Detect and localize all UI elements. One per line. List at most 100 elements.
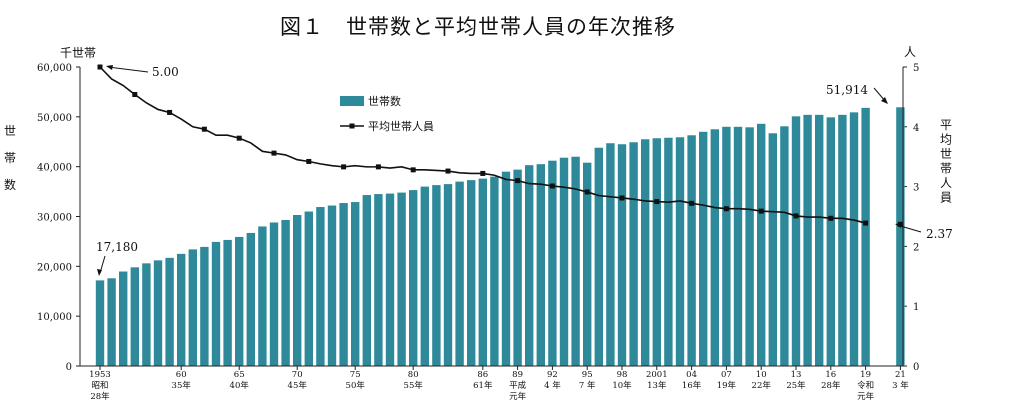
x-tick-label: 92: [547, 370, 558, 380]
x-tick-label: 89: [512, 370, 523, 380]
x-tick-label: 元年: [857, 391, 875, 401]
x-tick-label: 7 年: [579, 380, 596, 391]
x-tick-label: 60: [176, 370, 187, 380]
line-point: [584, 189, 590, 195]
bar: [258, 226, 267, 366]
x-tick-label: 35年: [172, 380, 192, 391]
x-tick-label: 16: [825, 370, 836, 380]
bar: [362, 195, 371, 366]
line-point: [793, 213, 799, 219]
x-tick-label: 55年: [404, 380, 424, 391]
annotation-last-households: 51,914: [826, 83, 868, 97]
left-tick-label: 60,000: [37, 63, 72, 74]
x-tick-label: 07: [721, 370, 732, 380]
left-axis-label: 世帯数: [4, 124, 16, 192]
line-point: [167, 109, 173, 115]
right-axis-label-char: 帯: [940, 162, 952, 176]
x-axis-labels: 1953昭和28年6035年6540年7045年7550年8055年8661年8…: [89, 366, 909, 401]
bar: [153, 260, 163, 366]
bar: [420, 186, 429, 366]
bar: [826, 117, 835, 366]
left-axis-label-char: 数: [4, 177, 16, 192]
bar: [177, 253, 186, 366]
bar: [200, 246, 209, 366]
right-axis-label: 平均世帯人員: [940, 118, 952, 205]
avg-members-line: [97, 64, 903, 227]
bar: [374, 194, 383, 366]
x-tick-label: 40年: [230, 380, 250, 391]
x-tick-label: 50年: [346, 380, 366, 391]
bar: [664, 137, 673, 366]
bar: [467, 180, 476, 366]
bar: [861, 107, 870, 366]
bar: [838, 114, 847, 366]
x-tick-label: 98: [617, 370, 628, 380]
x-tick-label: 昭和: [91, 381, 108, 391]
annotation-last-households-arrowhead: [881, 97, 888, 104]
bar: [455, 181, 464, 366]
annotation-first-households-arrowhead: [97, 269, 102, 276]
x-tick-label: 10年: [612, 380, 632, 391]
bar: [409, 190, 418, 366]
bar: [501, 171, 511, 366]
bar: [339, 203, 348, 366]
x-tick-label: 13年: [647, 380, 667, 391]
bar: [594, 147, 603, 366]
bar: [896, 107, 905, 367]
x-tick-label: 19: [860, 370, 871, 380]
x-tick-label: 65: [234, 370, 245, 380]
bar: [629, 142, 638, 366]
right-axis-label-char: 世: [940, 147, 952, 161]
line-point: [132, 92, 138, 98]
left-axis-label-char: 世: [4, 124, 16, 138]
annotations: 5.00 17,180 51,914 2.37: [96, 65, 953, 276]
x-tick-label: 70: [292, 370, 303, 380]
bar: [107, 278, 116, 366]
bar: [687, 135, 696, 366]
line-point: [341, 164, 347, 170]
bar: [397, 192, 406, 366]
axis-ticks: 0 10,000 20,000 30,000 40,000 50,000 60,000 0 1 2…: [37, 63, 919, 373]
bar: [652, 138, 661, 366]
bar: [780, 126, 789, 366]
bar: [246, 232, 255, 366]
right-axis-label-char: 人: [940, 176, 952, 190]
x-tick-label: 28年: [821, 380, 841, 391]
left-axis-label-char: 帯: [4, 151, 16, 165]
x-tick-label: 13: [791, 370, 802, 380]
line-point: [828, 215, 834, 221]
right-tick-label: 4: [913, 123, 919, 134]
bar: [269, 222, 279, 366]
line-point: [480, 170, 486, 176]
bar: [733, 126, 743, 366]
x-tick-label: 61年: [473, 380, 493, 391]
right-tick-label: 5: [913, 63, 919, 74]
bar: [548, 160, 557, 366]
x-tick-label: 21: [895, 370, 906, 380]
line-point: [758, 208, 764, 214]
x-tick-label: 19年: [717, 380, 737, 391]
bar: [513, 169, 522, 366]
x-tick-label: 25年: [786, 380, 806, 391]
line-point: [619, 195, 625, 201]
x-tick-label: 元年: [509, 391, 527, 401]
x-tick-label: 3 年: [892, 380, 909, 391]
bar: [617, 144, 627, 366]
x-tick-label: 10: [756, 370, 767, 380]
line-point: [375, 164, 381, 170]
annotation-first-members-arrow: [107, 66, 149, 73]
bar: [432, 185, 441, 366]
x-tick-label: 80: [408, 370, 419, 380]
bar: [351, 202, 360, 366]
bar: [606, 143, 615, 366]
bar: [791, 116, 801, 367]
bar: [223, 239, 232, 366]
household-bars: [95, 107, 905, 367]
x-tick-label: 令和: [857, 380, 874, 391]
bar: [385, 193, 395, 366]
legend-line-label: 平均世帯人員: [368, 120, 434, 133]
line-point: [306, 158, 312, 164]
bar: [768, 133, 777, 366]
annotation-last-members: 2.37: [926, 227, 953, 241]
